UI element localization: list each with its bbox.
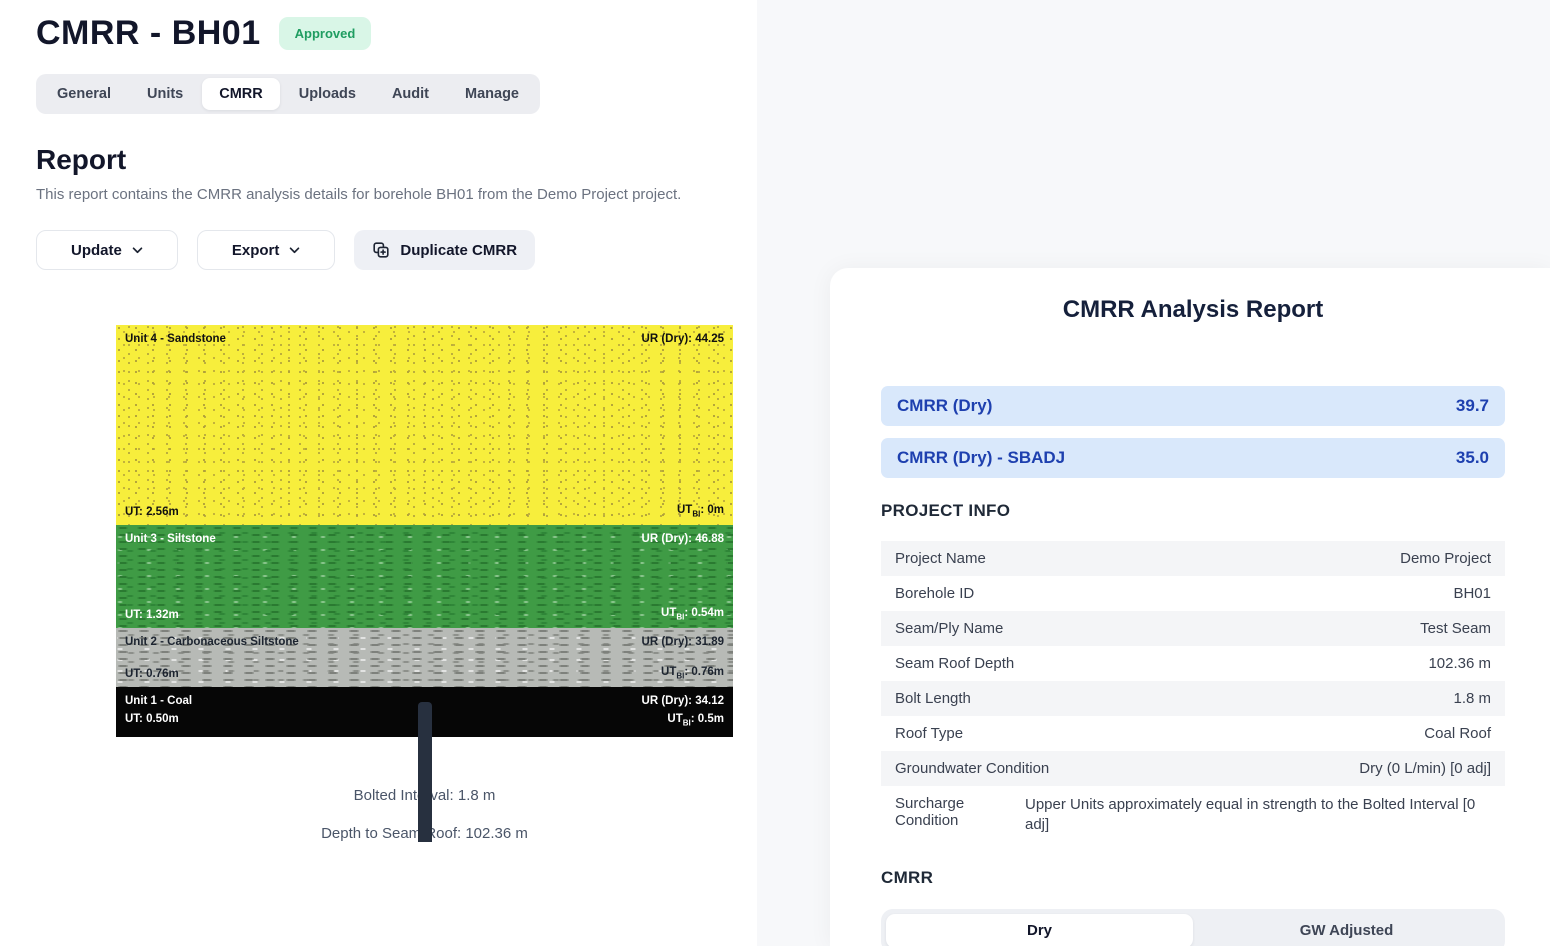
row-value: Coal Roof [1424, 725, 1491, 742]
left-panel: CMRR - BH01 Approved General Units CMRR … [0, 0, 757, 946]
row-value: Upper Units approximately equal in stren… [1025, 796, 1476, 834]
table-row-seam-ply-name: Seam/Ply Name Test Seam [881, 611, 1505, 646]
action-buttons: Update Export Duplicate CMRR [36, 230, 757, 270]
row-value: 1.8 m [1453, 690, 1491, 707]
table-row-seam-roof-depth: Seam Roof Depth 102.36 m [881, 646, 1505, 681]
row-value: Demo Project [1400, 550, 1491, 567]
unit-3-siltstone-block: Unit 3 - Siltstone UR (Dry): 46.88 UT: 1… [116, 525, 733, 628]
unit-ur-dry-label: UR (Dry): 34.12 [641, 695, 724, 707]
unit-ur-dry-label: UR (Dry): 46.88 [641, 533, 724, 545]
tab-cmrr[interactable]: CMRR [202, 78, 280, 110]
tab-uploads[interactable]: Uploads [282, 78, 373, 110]
unit-ur-dry-label: UR (Dry): 31.89 [641, 636, 724, 648]
table-row-surcharge-condition: Surcharge Condition Upper Units approxim… [881, 786, 1505, 845]
unit-utbi-label: UTBI: 0m [677, 503, 724, 518]
report-heading: Report [36, 144, 127, 175]
cmrr-analysis-report-card: CMRR Analysis Report CMRR (Dry) 39.7 CMR… [830, 268, 1550, 946]
status-badge: Approved [278, 17, 372, 50]
duplicate-cmrr-button[interactable]: Duplicate CMRR [354, 230, 536, 270]
tab-manage[interactable]: Manage [448, 78, 536, 110]
table-row-borehole-id: Borehole ID BH01 [881, 576, 1505, 611]
project-info-table: Project Name Demo Project Borehole ID BH… [881, 541, 1505, 845]
unit-utbi-label: UTBI: 0.76m [661, 665, 724, 680]
row-value: BH01 [1453, 585, 1491, 602]
export-button[interactable]: Export [196, 230, 336, 270]
cmrr-dry-sbadj-label: CMRR (Dry) - SBADJ [897, 448, 1066, 467]
table-row-roof-type: Roof Type Coal Roof [881, 716, 1505, 751]
row-label: Seam Roof Depth [895, 655, 1015, 672]
unit-ut-label: UT: 0.50m [125, 713, 179, 725]
cmrr-summary: CMRR (Dry) 39.7 CMRR (Dry) - SBADJ 35.0 [881, 386, 1505, 478]
unit-name-label: Unit 3 - Siltstone [125, 533, 216, 545]
unit-utbi-label: UTBI: 0.5m [667, 713, 724, 728]
tab-dry[interactable]: Dry [886, 913, 1193, 946]
bolt-interval-bar [417, 702, 432, 842]
row-value: 102.36 m [1428, 655, 1491, 672]
cmrr-dry-sbadj-value: 35.0 [1455, 448, 1489, 467]
tab-general[interactable]: General [40, 78, 128, 110]
row-value: Dry (0 L/min) [0 adj] [1359, 760, 1491, 777]
cmrr-section-heading: CMRR [881, 867, 934, 887]
cmrr-dry-label: CMRR (Dry) [897, 396, 993, 415]
update-button[interactable]: Update [36, 230, 178, 270]
cmrr-dry-sbadj-row: CMRR (Dry) - SBADJ 35.0 [881, 438, 1505, 478]
unit-2-carbonaceous-siltstone-block: Unit 2 - Carbonaceous Siltstone UR (Dry)… [116, 628, 733, 687]
title-row: CMRR - BH01 Approved [36, 14, 757, 53]
table-row-groundwater-condition: Groundwater Condition Dry (0 L/min) [0 a… [881, 751, 1505, 786]
unit-ut-label: UT: 2.56m [125, 506, 179, 518]
export-button-label: Export [231, 241, 280, 259]
table-row-bolt-length: Bolt Length 1.8 m [881, 681, 1505, 716]
unit-4-sandstone-block: Unit 4 - Sandstone UR (Dry): 44.25 UT: 2… [116, 325, 733, 525]
unit-name-label: Unit 1 - Coal [125, 695, 193, 707]
report-description: This report contains the CMRR analysis d… [36, 186, 682, 203]
duplicate-cmrr-label: Duplicate CMRR [400, 241, 518, 259]
row-label: Roof Type [895, 725, 964, 742]
chevron-down-icon [290, 246, 300, 253]
row-label: Seam/Ply Name [895, 620, 1004, 637]
update-button-label: Update [71, 241, 122, 259]
unit-name-label: Unit 2 - Carbonaceous Siltstone [125, 636, 299, 648]
unit-utbi-label: UTBI: 0.54m [661, 606, 724, 621]
tab-gw-adjusted[interactable]: GW Adjusted [1193, 914, 1500, 946]
cmrr-dry-value: 39.7 [1455, 396, 1489, 415]
cmrr-dry-row: CMRR (Dry) 39.7 [881, 386, 1505, 426]
cmrr-mode-switcher: Dry GW Adjusted [881, 908, 1505, 946]
tab-bar: General Units CMRR Uploads Audit Manage [36, 74, 540, 114]
tab-audit[interactable]: Audit [375, 78, 446, 110]
unit-name-label: Unit 4 - Sandstone [125, 333, 226, 345]
row-value: Test Seam [1420, 620, 1491, 637]
row-label: Project Name [895, 550, 986, 567]
duplicate-copy-icon [373, 242, 389, 258]
chevron-down-icon [132, 246, 143, 253]
row-label: Borehole ID [895, 585, 975, 602]
strat-column-chart: Unit 4 - Sandstone UR (Dry): 44.25 UT: 2… [116, 325, 733, 842]
unit-ut-label: UT: 0.76m [125, 668, 179, 680]
page-title: CMRR - BH01 [36, 14, 261, 52]
unit-ur-dry-label: UR (Dry): 44.25 [641, 333, 724, 345]
row-label: Bolt Length [895, 690, 971, 707]
project-info-heading: PROJECT INFO [881, 501, 1011, 520]
table-row-project-name: Project Name Demo Project [881, 541, 1505, 576]
card-title: CMRR Analysis Report [1062, 296, 1324, 323]
unit-ut-label: UT: 1.32m [125, 609, 179, 621]
row-label: Surcharge Condition [895, 795, 965, 829]
row-label: Groundwater Condition [895, 760, 1050, 777]
tab-units[interactable]: Units [130, 78, 200, 110]
